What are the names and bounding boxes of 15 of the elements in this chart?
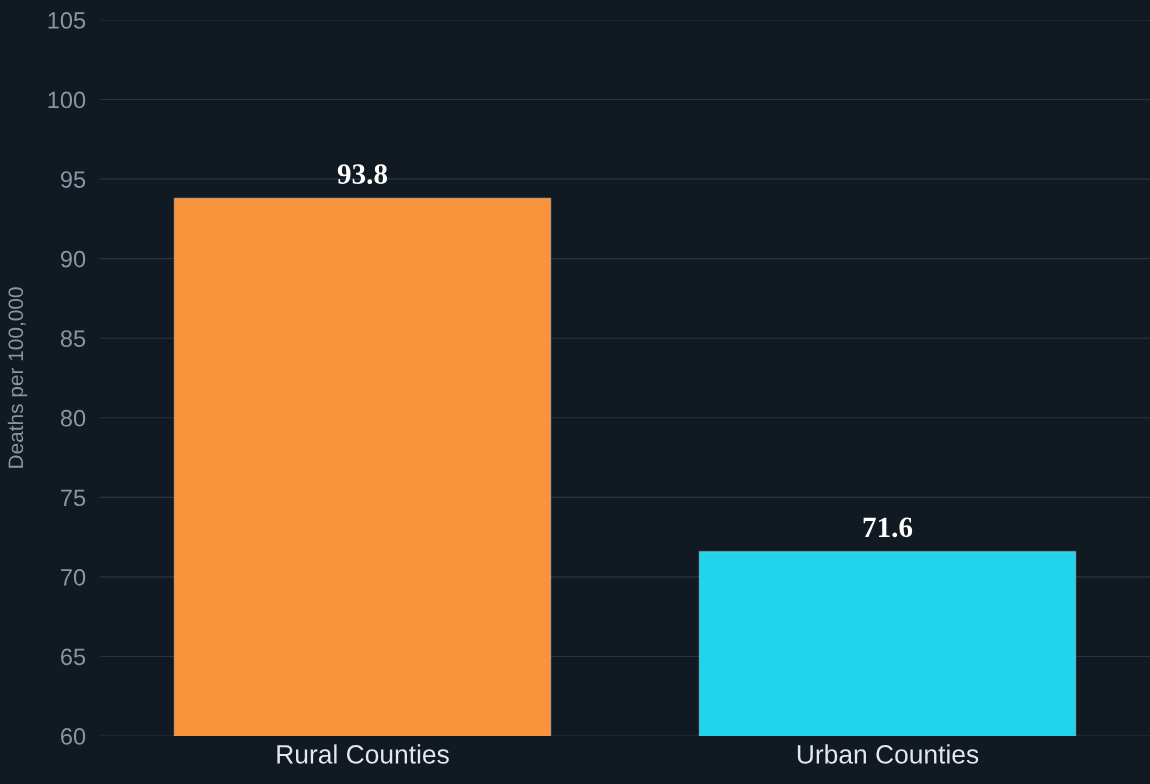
y-tick-label: 105 bbox=[48, 12, 86, 29]
y-tick-label: 70 bbox=[61, 568, 86, 586]
data-label: 93.8 bbox=[337, 164, 388, 185]
x-tick-label: Urban Counties bbox=[797, 744, 979, 764]
x-tick-label: Rural Counties bbox=[277, 744, 449, 764]
y-tick-label: 75 bbox=[61, 489, 86, 507]
y-axis-title: Deaths per 100,000 bbox=[7, 287, 28, 468]
data-label: 71.6 bbox=[863, 517, 913, 538]
y-tick-label: 60 bbox=[61, 728, 86, 745]
y-tick-label: 90 bbox=[60, 250, 86, 268]
y-tick-label: 100 bbox=[48, 91, 86, 109]
y-tick-label: 80 bbox=[60, 409, 86, 427]
y-tick-label: 95 bbox=[60, 171, 86, 188]
y-tick-label: 85 bbox=[60, 330, 86, 348]
y-tick-label: 65 bbox=[61, 648, 86, 666]
